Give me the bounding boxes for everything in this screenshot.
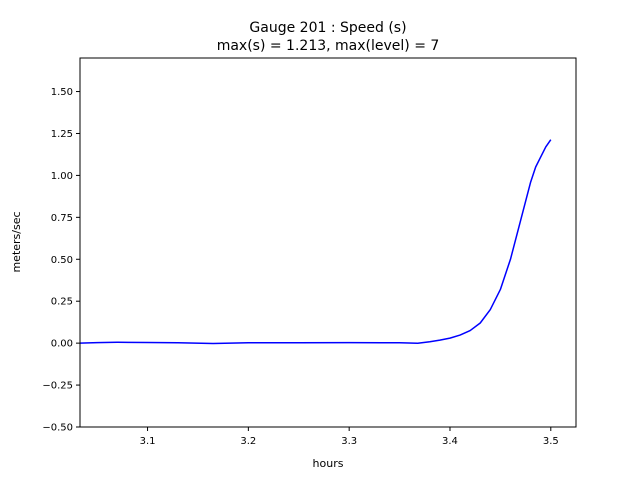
chart-title-line-2: max(s) = 1.213, max(level) = 7 <box>217 38 440 54</box>
x-tick-label: 3.3 <box>341 436 357 447</box>
y-tick-label: 1.00 <box>51 171 73 182</box>
y-tick-label: 0.00 <box>51 339 73 350</box>
plot-frame <box>79 57 577 428</box>
chart-title-line-1: Gauge 201 : Speed (s) <box>249 20 406 36</box>
y-tick-label: 1.25 <box>51 129 73 140</box>
y-tick-label: 0.75 <box>51 213 73 224</box>
y-tick-label: −0.50 <box>42 423 73 434</box>
y-tick-label: 0.25 <box>51 297 73 308</box>
y-tick-label: −0.25 <box>42 381 73 392</box>
x-tick-label: 3.2 <box>240 436 256 447</box>
y-tick-label: 0.50 <box>51 255 73 266</box>
plot-area <box>79 139 552 345</box>
speed-series-line <box>79 139 552 345</box>
x-tick-label: 3.5 <box>543 436 559 447</box>
x-tick-label: 3.4 <box>442 436 458 447</box>
y-axis: −0.50 −0.25 0.00 0.25 0.50 0.75 1.00 1.25 1.50 <box>42 87 80 434</box>
x-tick-label: 3.1 <box>140 436 156 447</box>
x-axis: 3.1 3.2 3.3 3.4 3.5 <box>140 427 559 447</box>
y-tick-label: 1.50 <box>51 87 73 98</box>
x-axis-label: hours <box>313 457 344 470</box>
y-axis-label: meters/sec <box>10 211 23 272</box>
